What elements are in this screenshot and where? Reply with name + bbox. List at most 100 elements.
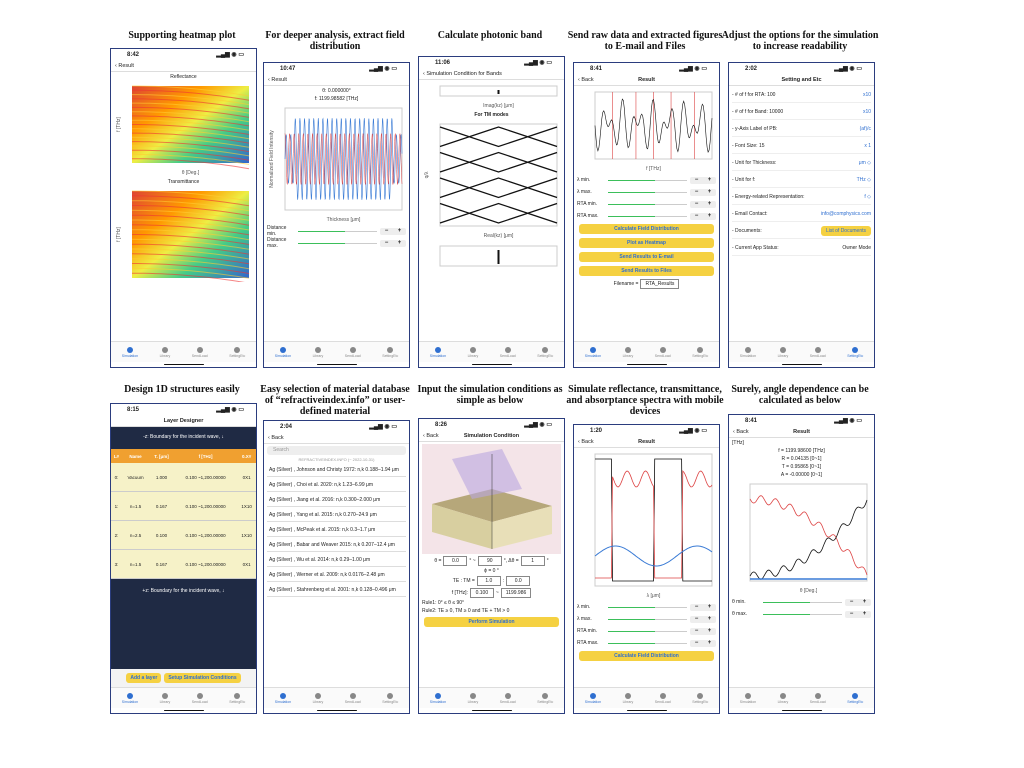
- stepper[interactable]: − +: [690, 212, 716, 220]
- tab[interactable]: Simulation: [275, 346, 291, 358]
- list-item[interactable]: Ag (Silver) , Johnson and Christy 1972: …: [267, 464, 406, 477]
- input-field[interactable]: 0.0: [443, 556, 468, 566]
- tab[interactable]: Simulation: [585, 346, 601, 358]
- tab[interactable]: SendLoad: [655, 346, 671, 358]
- tab[interactable]: SettingEtc: [537, 692, 553, 704]
- slider[interactable]: [298, 242, 377, 244]
- button[interactable]: Plot as Heatmap: [579, 238, 714, 248]
- tab[interactable]: SettingEtc: [847, 346, 863, 358]
- back-button[interactable]: ‹ Back: [268, 434, 284, 441]
- slider[interactable]: [608, 215, 687, 217]
- tab[interactable]: SendLoad: [655, 692, 671, 704]
- stepper[interactable]: − +: [380, 239, 406, 247]
- button[interactable]: Add a layer: [126, 673, 162, 683]
- slider[interactable]: [608, 203, 687, 205]
- tab[interactable]: Library: [468, 692, 478, 704]
- list-item[interactable]: Ag (Silver) , Werner et al. 2009: n,k 0.…: [267, 569, 406, 582]
- tab[interactable]: SendLoad: [500, 346, 516, 358]
- tab[interactable]: Simulation: [122, 346, 138, 358]
- slider[interactable]: [608, 191, 687, 193]
- slider[interactable]: [608, 606, 687, 608]
- tab[interactable]: SettingEtc: [692, 346, 708, 358]
- list-item[interactable]: Ag (Silver) , Yang et al. 2015: n,k 0.27…: [267, 509, 406, 522]
- setting-value[interactable]: μm ◇: [858, 160, 871, 166]
- tab[interactable]: SendLoad: [192, 692, 208, 704]
- input-field[interactable]: 90: [477, 556, 502, 566]
- tab[interactable]: Library: [160, 692, 170, 704]
- tab[interactable]: Simulation: [430, 346, 446, 358]
- back-button[interactable]: ‹ Back: [578, 76, 594, 83]
- input-field[interactable]: 1199.986: [500, 588, 532, 598]
- setting-value[interactable]: THz ◇: [856, 177, 871, 183]
- layer-row[interactable]: 1: n=1.5 0.167 0.100 ~1,200.00000 1X10: [111, 491, 256, 521]
- setting-value[interactable]: x 1: [864, 143, 871, 149]
- search-field[interactable]: Search: [267, 446, 406, 455]
- tab[interactable]: Library: [468, 346, 478, 358]
- tab[interactable]: SendLoad: [345, 346, 361, 358]
- list-item[interactable]: Ag (Silver) , Jiang et al. 2016: n,k 0.3…: [267, 494, 406, 507]
- stepper[interactable]: − +: [690, 200, 716, 208]
- back-button[interactable]: ‹ Back: [423, 432, 439, 439]
- back-button[interactable]: ‹ Simulation Condition for Bands: [423, 70, 502, 77]
- tab[interactable]: SendLoad: [345, 692, 361, 704]
- setting-value[interactable]: (af)/c: [859, 126, 871, 132]
- button[interactable]: Calculate Field Distribution: [579, 651, 714, 661]
- setting-value[interactable]: info@comphysics.com: [820, 211, 871, 217]
- tab[interactable]: Simulation: [740, 692, 756, 704]
- input-field[interactable]: 1.0: [476, 576, 501, 586]
- tab[interactable]: SettingEtc: [229, 692, 245, 704]
- slider[interactable]: [763, 601, 842, 603]
- slider[interactable]: [608, 179, 687, 181]
- tab[interactable]: Library: [623, 346, 633, 358]
- setting-value[interactable]: x10: [862, 109, 871, 115]
- tab[interactable]: Simulation: [740, 346, 756, 358]
- slider[interactable]: [763, 613, 842, 615]
- tab[interactable]: Library: [623, 692, 633, 704]
- stepper[interactable]: − +: [845, 610, 871, 618]
- stepper[interactable]: − +: [690, 627, 716, 635]
- input-field[interactable]: 0.0: [506, 576, 531, 586]
- slider[interactable]: [608, 618, 687, 620]
- layer-row[interactable]: 3: n=1.5 0.167 0.100 ~1,200.00000 0X1: [111, 549, 256, 579]
- slider[interactable]: [298, 230, 377, 232]
- list-item[interactable]: Ag (Silver) , Stahrenberg et al. 2001: n…: [267, 584, 406, 597]
- input-field[interactable]: 0.100: [469, 588, 494, 598]
- tab[interactable]: SettingEtc: [847, 692, 863, 704]
- tab[interactable]: Library: [313, 346, 323, 358]
- setting-value[interactable]: x10: [862, 92, 871, 98]
- tab[interactable]: Simulation: [275, 692, 291, 704]
- layer-row[interactable]: 2: n=2.5 0.100 0.100 ~1,200.00000 1X10: [111, 520, 256, 550]
- slider[interactable]: [608, 630, 687, 632]
- tab[interactable]: Simulation: [585, 692, 601, 704]
- button[interactable]: Perform Simulation: [424, 617, 559, 627]
- tab[interactable]: SettingEtc: [229, 346, 245, 358]
- list-item[interactable]: Ag (Silver) , McPeak et al. 2015: n,k 0.…: [267, 524, 406, 537]
- stepper[interactable]: − +: [690, 615, 716, 623]
- tab[interactable]: SendLoad: [500, 692, 516, 704]
- list-item[interactable]: Ag (Silver) , Babar and Weaver 2015: n,k…: [267, 539, 406, 552]
- input-field[interactable]: 1: [520, 556, 545, 566]
- list-item[interactable]: Ag (Silver) , Wu et al. 2014: n,k 0.29–1…: [267, 554, 406, 567]
- tab[interactable]: SendLoad: [192, 346, 208, 358]
- layer-row[interactable]: 0: Vacuum 1.000 0.100 ~1,200.00000 0X1: [111, 463, 256, 492]
- back-button[interactable]: ‹ Back: [578, 438, 594, 445]
- tab[interactable]: SettingEtc: [537, 346, 553, 358]
- setting-value[interactable]: f ◇: [864, 194, 871, 200]
- setting-value[interactable]: List of Documents: [820, 226, 871, 236]
- button[interactable]: Setup Simulation Conditions: [164, 673, 241, 683]
- stepper[interactable]: − +: [690, 188, 716, 196]
- tab[interactable]: SendLoad: [810, 346, 826, 358]
- tab[interactable]: Library: [778, 692, 788, 704]
- list-item[interactable]: Ag (Silver) , Choi et al. 2020: n,k 1.23…: [267, 479, 406, 492]
- button[interactable]: Calculate Field Distribution: [579, 224, 714, 234]
- tab[interactable]: Library: [778, 346, 788, 358]
- stepper[interactable]: − +: [690, 603, 716, 611]
- tab[interactable]: SettingEtc: [382, 692, 398, 704]
- stepper[interactable]: − +: [380, 227, 406, 235]
- tab[interactable]: SendLoad: [810, 692, 826, 704]
- button[interactable]: Send Results to E-mail: [579, 252, 714, 262]
- button[interactable]: Send Results to Files: [579, 266, 714, 276]
- back-button[interactable]: ‹ Result: [268, 76, 287, 83]
- tab[interactable]: Library: [313, 692, 323, 704]
- tab[interactable]: SettingEtc: [692, 692, 708, 704]
